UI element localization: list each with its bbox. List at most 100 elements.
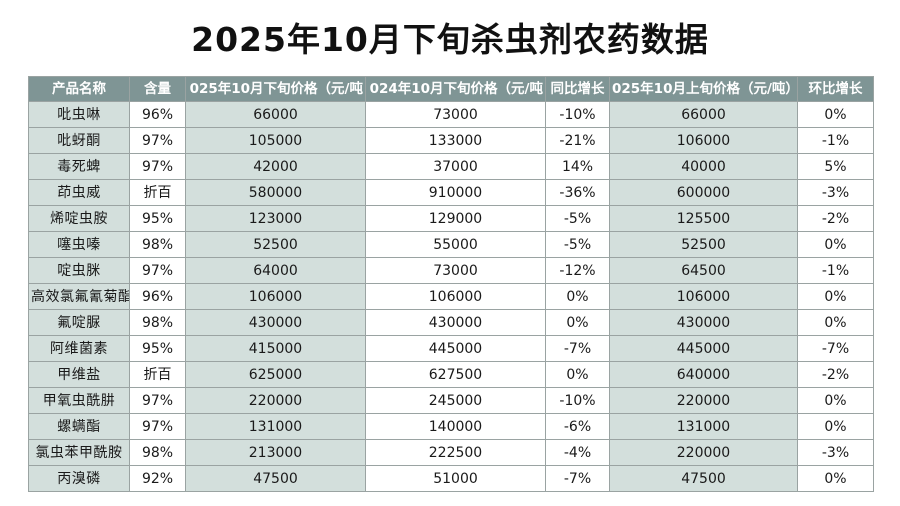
price-2025-early-oct-cell: 430000 [609,309,798,336]
yoy-growth-cell: -5% [545,231,610,258]
price-2025-late-oct-cell: 580000 [185,179,366,206]
price-2025-late-oct-cell: 123000 [185,205,366,232]
page-title: 2025年10月下旬杀虫剂农药数据 [191,20,709,59]
column-header-yoy-growth: 同比增长 [545,76,610,102]
price-2025-early-oct-cell: 220000 [609,387,798,414]
price-2024-late-oct-cell: 430000 [365,309,546,336]
price-2024-late-oct-cell: 55000 [365,231,546,258]
product-name-cell: 毒死蜱 [28,153,130,180]
price-2025-early-oct-cell: 40000 [609,153,798,180]
price-2025-late-oct-cell: 213000 [185,439,366,466]
product-name-cell: 氯虫苯甲酰胺 [28,439,130,466]
content-cell: 97% [129,387,186,414]
product-name-cell: 茚虫威 [28,179,130,206]
mom-growth-cell: 0% [797,283,874,310]
mom-growth-cell: 5% [797,153,874,180]
price-2025-late-oct-cell: 415000 [185,335,366,362]
column-header-content: 含量 [129,76,186,102]
yoy-growth-cell: 0% [545,283,610,310]
mom-growth-cell: -2% [797,205,874,232]
price-2025-late-oct-cell: 42000 [185,153,366,180]
mom-growth-cell: -7% [797,335,874,362]
price-2024-late-oct-cell: 37000 [365,153,546,180]
yoy-growth-cell: -4% [545,439,610,466]
price-2025-early-oct-cell: 125500 [609,205,798,232]
price-2024-late-oct-cell: 627500 [365,361,546,388]
content-cell: 97% [129,153,186,180]
price-2024-late-oct-cell: 73000 [365,101,546,128]
price-2025-late-oct-cell: 625000 [185,361,366,388]
price-2024-late-oct-cell: 51000 [365,465,546,492]
price-2024-late-oct-cell: 910000 [365,179,546,206]
mom-growth-cell: -3% [797,179,874,206]
yoy-growth-cell: -5% [545,205,610,232]
table-row: 甲氧虫酰肼 97% 220000 245000 -10% 220000 0% [28,387,874,414]
price-2025-early-oct-cell: 66000 [609,101,798,128]
price-2025-early-oct-cell: 64500 [609,257,798,284]
mom-growth-cell: -1% [797,257,874,284]
yoy-growth-cell: -36% [545,179,610,206]
yoy-growth-cell: -10% [545,387,610,414]
table-row: 螺螨酯 97% 131000 140000 -6% 131000 0% [28,413,874,440]
content-cell: 98% [129,439,186,466]
table-row: 毒死蜱 97% 42000 37000 14% 40000 5% [28,153,874,180]
content-cell: 92% [129,465,186,492]
price-2025-early-oct-cell: 600000 [609,179,798,206]
price-2025-early-oct-cell: 640000 [609,361,798,388]
product-name-cell: 吡蚜酮 [28,127,130,154]
price-2025-early-oct-cell: 52500 [609,231,798,258]
product-name-cell: 阿维菌素 [28,335,130,362]
table-row: 高效氯氟氰菊酯 96% 106000 106000 0% 106000 0% [28,283,874,310]
pesticide-price-table: 产品名称 含量 025年10月下旬价格（元/吨 024年10月下旬价格（元/吨 … [28,76,874,492]
table-row: 啶虫脒 97% 64000 73000 -12% 64500 -1% [28,257,874,284]
price-2024-late-oct-cell: 245000 [365,387,546,414]
product-name-cell: 啶虫脒 [28,257,130,284]
price-2024-late-oct-cell: 133000 [365,127,546,154]
price-2024-late-oct-cell: 106000 [365,283,546,310]
price-2025-late-oct-cell: 131000 [185,413,366,440]
product-name-cell: 甲氧虫酰肼 [28,387,130,414]
content-cell: 95% [129,205,186,232]
content-cell: 97% [129,257,186,284]
price-2025-late-oct-cell: 220000 [185,387,366,414]
price-2025-early-oct-cell: 445000 [609,335,798,362]
price-2024-late-oct-cell: 222500 [365,439,546,466]
price-2025-early-oct-cell: 106000 [609,127,798,154]
product-name-cell: 甲维盐 [28,361,130,388]
product-name-cell: 噻虫嗪 [28,231,130,258]
content-cell: 98% [129,309,186,336]
table-row: 甲维盐 折百 625000 627500 0% 640000 -2% [28,361,874,388]
yoy-growth-cell: 0% [545,361,610,388]
content-cell: 98% [129,231,186,258]
mom-growth-cell: 0% [797,101,874,128]
table-row: 氯虫苯甲酰胺 98% 213000 222500 -4% 220000 -3% [28,439,874,466]
price-2025-early-oct-cell: 47500 [609,465,798,492]
table-row: 吡蚜酮 97% 105000 133000 -21% 106000 -1% [28,127,874,154]
price-2025-late-oct-cell: 66000 [185,101,366,128]
content-cell: 折百 [129,179,186,206]
yoy-growth-cell: -12% [545,257,610,284]
table-row: 吡虫啉 96% 66000 73000 -10% 66000 0% [28,101,874,128]
price-2025-late-oct-cell: 64000 [185,257,366,284]
price-2024-late-oct-cell: 445000 [365,335,546,362]
mom-growth-cell: 0% [797,387,874,414]
content-cell: 95% [129,335,186,362]
table-body: 吡虫啉 96% 66000 73000 -10% 66000 0% 吡蚜酮 97% 105000 1… [28,101,874,492]
table-row: 烯啶虫胺 95% 123000 129000 -5% 125500 -2% [28,205,874,232]
table-row: 茚虫威 折百 580000 910000 -36% 600000 -3% [28,179,874,206]
mom-growth-cell: 0% [797,413,874,440]
price-2024-late-oct-cell: 140000 [365,413,546,440]
product-name-cell: 高效氯氟氰菊酯 [28,283,130,310]
mom-growth-cell: 0% [797,231,874,258]
mom-growth-cell: -3% [797,439,874,466]
table-row: 噻虫嗪 98% 52500 55000 -5% 52500 0% [28,231,874,258]
product-name-cell: 烯啶虫胺 [28,205,130,232]
column-header-price-2025-early-oct: 025年10月上旬价格（元/吨） [609,76,798,102]
product-name-cell: 氟啶脲 [28,309,130,336]
table-row: 阿维菌素 95% 415000 445000 -7% 445000 -7% [28,335,874,362]
price-2024-late-oct-cell: 129000 [365,205,546,232]
product-name-cell: 螺螨酯 [28,413,130,440]
price-2024-late-oct-cell: 73000 [365,257,546,284]
yoy-growth-cell: -21% [545,127,610,154]
price-2025-late-oct-cell: 105000 [185,127,366,154]
